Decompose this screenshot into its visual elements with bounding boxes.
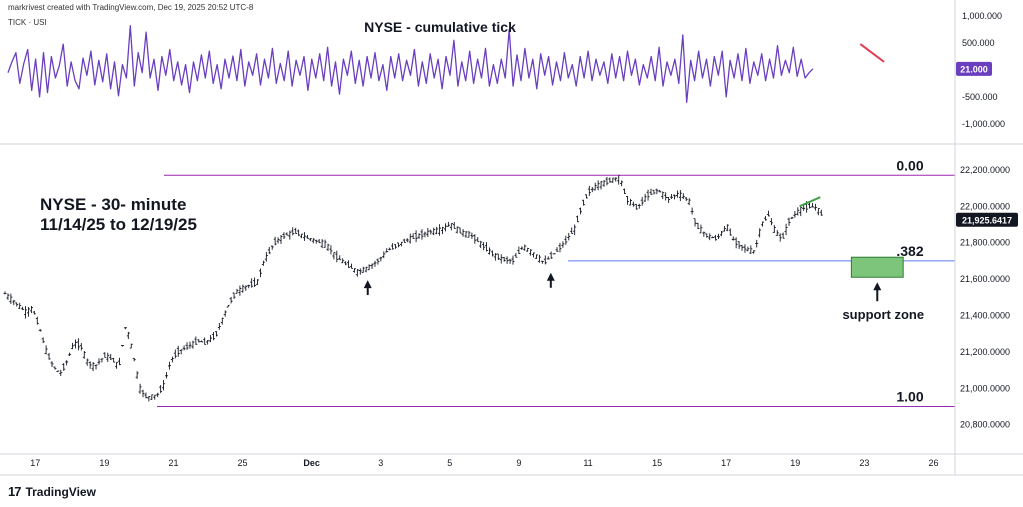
price-y-tick-label: 20,800.0000	[960, 420, 1010, 430]
price-chart-subtitle: 11/14/25 to 12/19/25	[40, 215, 197, 234]
x-tick-label: 19	[790, 458, 800, 468]
ohlc-bars	[3, 174, 823, 402]
price-y-tick-label: 21,600.0000	[960, 274, 1010, 284]
price-last-value-badge	[956, 212, 1018, 227]
fib-label: 0.00	[896, 157, 923, 173]
x-tick-label: 9	[516, 458, 521, 468]
up-arrowhead-icon	[363, 280, 372, 289]
tick-last-value-badge	[956, 61, 992, 76]
axes: 17 19 21 25 Dec 3 5 9 11 15 17 19 23 26	[0, 0, 1023, 476]
price-chart-title: NYSE - 30- minute	[40, 195, 186, 214]
x-tick-label: 5	[447, 458, 452, 468]
tradingview-logo-icon: 17	[8, 484, 22, 499]
support-zone-label: support zone	[842, 307, 924, 322]
x-tick-label: 26	[928, 458, 938, 468]
fib-label: .382	[896, 243, 923, 259]
x-tick-label: 3	[378, 458, 383, 468]
price-y-tick-label: 21,200.0000	[960, 347, 1010, 357]
credit-text: markrivest created with TradingView.com,…	[8, 3, 254, 12]
tick-y-tick-label: -500.000	[962, 92, 998, 102]
support-zone-arrowhead-icon	[873, 282, 882, 291]
tick-series-line	[7, 25, 814, 103]
tick-y-tick-label: -1,000.000	[962, 119, 1005, 129]
trend-line	[799, 196, 821, 208]
price-y-tick-label: 22,000.0000	[960, 201, 1010, 211]
x-tick-label: 17	[721, 458, 731, 468]
tick-chart-title: NYSE - cumulative tick	[364, 19, 516, 35]
tradingview-footer[interactable]: 17 TradingView	[8, 484, 96, 499]
tick-pane: NYSE - cumulative tick 1,000.000 500.000 -5…	[7, 11, 1005, 129]
x-tick-label: 15	[652, 458, 662, 468]
x-tick-label: 11	[583, 458, 592, 468]
x-tick-label: 23	[859, 458, 869, 468]
x-tick-label: Dec	[303, 458, 320, 468]
x-tick-label: 25	[238, 458, 248, 468]
fib-label: 1.00	[896, 388, 923, 404]
support-zone-box	[850, 256, 904, 278]
x-tick-label: 19	[99, 458, 109, 468]
indicator-label: TICK · USI	[8, 18, 47, 27]
price-y-tick-label: 21,400.0000	[960, 310, 1010, 320]
tick-y-tick-label: 500.000	[962, 38, 995, 48]
price-y-tick-label: 21,800.0000	[960, 238, 1010, 248]
divergence-line	[859, 43, 885, 63]
tick-y-tick-label: 1,000.000	[962, 11, 1002, 21]
tick-last-value-label: 21.000	[960, 64, 988, 74]
price-y-tick-label: 22,200.0000	[960, 165, 1010, 175]
price-y-tick-label: 21,000.0000	[960, 383, 1010, 393]
price-pane: 0.00 .382 1.00 support zone NYSE - 30- minut…	[3, 157, 1018, 430]
x-tick-label: 17	[30, 458, 40, 468]
price-last-value-label: 21,925.6417	[962, 215, 1012, 225]
up-arrowhead-icon	[546, 272, 555, 281]
x-tick-label: 21	[168, 458, 178, 468]
tradingview-brand: TradingView	[25, 484, 96, 499]
